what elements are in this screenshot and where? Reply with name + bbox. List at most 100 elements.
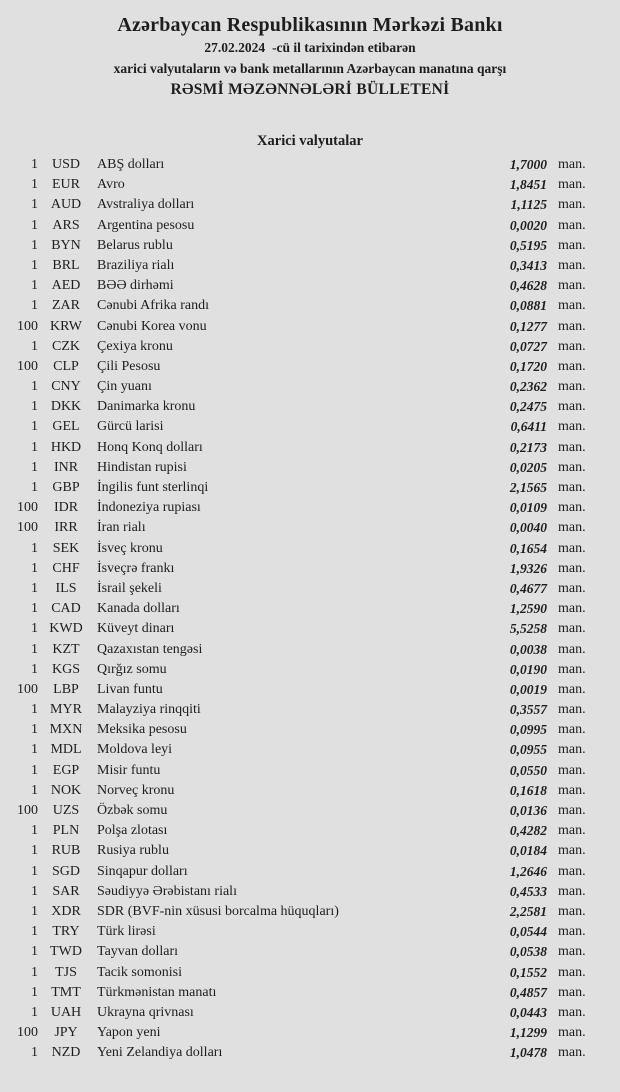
quantity-cell: 1 bbox=[31, 702, 38, 718]
currency-name-cell: Çin yuanı bbox=[97, 379, 152, 395]
rate-row: 1 AED BƏƏ dirhəmi 0,4628 man. bbox=[0, 276, 620, 296]
currency-name-cell: İran rialı bbox=[97, 520, 146, 536]
currency-name-cell: Çexiya kronu bbox=[97, 338, 173, 354]
currency-name-cell: Qırğız somu bbox=[97, 661, 167, 677]
currency-code-cell: DKK bbox=[50, 399, 82, 415]
unit-label-cell: man. bbox=[558, 338, 586, 354]
quantity-cell: 1 bbox=[31, 742, 38, 758]
currency-code-cell: BYN bbox=[51, 237, 81, 253]
currency-code-cell: NOK bbox=[50, 782, 82, 798]
quantity-cell: 1 bbox=[31, 863, 38, 879]
rate-row: 100 CLP Çili Pesosu 0,1720 man. bbox=[0, 357, 620, 377]
rate-value-cell: 0,2475 bbox=[509, 399, 547, 415]
currency-code-cell: SAR bbox=[52, 883, 80, 899]
rate-value-cell: 1,1299 bbox=[509, 1025, 547, 1041]
rate-value-cell: 0,3413 bbox=[509, 257, 547, 273]
currency-name-cell: Yeni Zelandiya dolları bbox=[97, 1045, 223, 1061]
currency-name-cell: Misir funtu bbox=[97, 762, 161, 778]
document-header: Azərbaycan Respublikasının Mərkəzi Bankı… bbox=[0, 0, 620, 99]
unit-label-cell: man. bbox=[558, 944, 586, 960]
unit-label-cell: man. bbox=[558, 257, 586, 273]
currency-code-cell: AUD bbox=[50, 197, 82, 213]
unit-label-cell: man. bbox=[558, 298, 586, 314]
quantity-cell: 1 bbox=[31, 257, 38, 273]
currency-code-cell: LBP bbox=[53, 681, 79, 697]
unit-label-cell: man. bbox=[558, 722, 586, 738]
unit-label-cell: man. bbox=[558, 480, 586, 495]
quantity-cell: 1 bbox=[31, 964, 38, 980]
document-subtitle: xarici valyutaların və bank metallarının… bbox=[113, 61, 507, 76]
currency-name-cell: Avro bbox=[97, 177, 125, 193]
currency-name-cell: Malayziya rinqqiti bbox=[97, 702, 201, 718]
currency-code-cell: TMT bbox=[51, 984, 81, 1000]
rate-value-cell: 0,0019 bbox=[509, 681, 547, 697]
quantity-cell: 1 bbox=[31, 823, 38, 839]
currency-code-cell: XDR bbox=[51, 903, 81, 919]
currency-name-cell: Belarus rublu bbox=[97, 237, 173, 253]
currency-code-cell: MDL bbox=[50, 742, 82, 758]
quantity-cell: 1 bbox=[31, 419, 38, 435]
currency-code-cell: SGD bbox=[51, 863, 80, 879]
unit-label-cell: man. bbox=[558, 419, 586, 435]
rate-value-cell: 1,1125 bbox=[510, 197, 547, 213]
quantity-cell: 1 bbox=[31, 1045, 38, 1061]
unit-label-cell: man. bbox=[558, 661, 586, 677]
rate-value-cell: 0,0881 bbox=[509, 298, 547, 314]
currency-code-cell: JPY bbox=[54, 1025, 78, 1041]
rate-row: 1 INR Hindistan rupisi 0,0205 man. bbox=[0, 458, 620, 478]
currency-code-cell: CHF bbox=[52, 560, 80, 576]
currency-name-cell: Argentina pesosu bbox=[97, 217, 195, 233]
currency-name-cell: Ukrayna qrivnası bbox=[97, 1004, 194, 1020]
rate-value-cell: 0,0727 bbox=[509, 338, 547, 354]
rate-value-cell: 0,0955 bbox=[509, 742, 547, 758]
unit-label-cell: man. bbox=[558, 399, 586, 415]
bank-name-title: Azərbaycan Respublikasının Mərkəzi Bankı bbox=[117, 14, 503, 36]
currency-name-cell: Çili Pesosu bbox=[97, 358, 161, 374]
quantity-cell: 1 bbox=[31, 621, 38, 637]
currency-name-cell: Avstraliya dolları bbox=[97, 197, 195, 213]
rate-value-cell: 0,1277 bbox=[509, 318, 547, 334]
unit-label-cell: man. bbox=[558, 903, 586, 919]
rate-value-cell: 0,1654 bbox=[509, 540, 547, 556]
currency-name-cell: Kanada dolları bbox=[97, 601, 180, 617]
rate-row: 100 LBP Livan funtu 0,0019 man. bbox=[0, 680, 620, 700]
unit-label-cell: man. bbox=[558, 863, 586, 879]
rate-value-cell: 0,0995 bbox=[509, 722, 547, 738]
quantity-cell: 1 bbox=[31, 883, 38, 899]
rate-row: 1 TJS Tacik somonisi 0,1552 man. bbox=[0, 963, 620, 983]
rate-row: 1 BRL Braziliya rialı 0,3413 man. bbox=[0, 256, 620, 276]
currency-name-cell: Polşa zlotası bbox=[97, 823, 168, 839]
currency-code-cell: INR bbox=[53, 459, 79, 475]
unit-label-cell: man. bbox=[558, 601, 586, 617]
rate-row: 1 BYN Belarus rublu 0,5195 man. bbox=[0, 236, 620, 256]
rates-table: 1 USD ABŞ dolları 1,7000 man. 1 EUR Avro 1,8451 m… bbox=[0, 155, 620, 1063]
quantity-cell: 1 bbox=[31, 601, 38, 617]
unit-label-cell: man. bbox=[558, 964, 586, 980]
quantity-cell: 1 bbox=[31, 580, 38, 596]
currency-code-cell: GBP bbox=[52, 480, 80, 495]
currency-name-cell: İngilis funt sterlinqi bbox=[97, 480, 209, 495]
currency-name-cell: Sinqapur dolları bbox=[97, 863, 188, 879]
currency-name-cell: Səudiyyə Ərəbistanı rialı bbox=[97, 883, 237, 899]
currency-name-cell: Moldova leyi bbox=[97, 742, 173, 758]
rate-row: 100 KRW Cənubi Korea vonu 0,1277 man. bbox=[0, 317, 620, 337]
unit-label-cell: man. bbox=[558, 358, 586, 374]
unit-label-cell: man. bbox=[558, 278, 586, 294]
quantity-cell: 100 bbox=[17, 358, 38, 374]
currency-code-cell: MYR bbox=[50, 702, 82, 718]
unit-label-cell: man. bbox=[558, 742, 586, 758]
quantity-cell: 1 bbox=[31, 298, 38, 314]
unit-label-cell: man. bbox=[558, 803, 586, 818]
rate-row: 1 ARS Argentina pesosu 0,0020 man. bbox=[0, 216, 620, 236]
currency-code-cell: GEL bbox=[52, 419, 80, 435]
unit-label-cell: man. bbox=[558, 197, 586, 213]
unit-label-cell: man. bbox=[558, 217, 586, 233]
rate-value-cell: 0,4857 bbox=[509, 984, 547, 1000]
rate-row: 1 HKD Honq Konq dolları 0,2173 man. bbox=[0, 438, 620, 458]
currency-name-cell: SDR (BVF-nin xüsusi borcalma hüquqları) bbox=[97, 903, 339, 919]
currency-name-cell: Yapon yeni bbox=[97, 1025, 161, 1041]
quantity-cell: 1 bbox=[31, 379, 38, 395]
quantity-cell: 1 bbox=[31, 843, 38, 859]
rate-row: 1 NOK Norveç kronu 0,1618 man. bbox=[0, 781, 620, 801]
